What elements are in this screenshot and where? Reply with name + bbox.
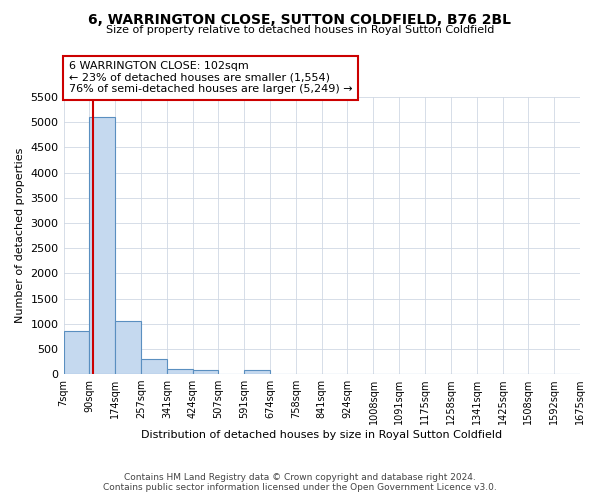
Text: 6 WARRINGTON CLOSE: 102sqm
← 23% of detached houses are smaller (1,554)
76% of s: 6 WARRINGTON CLOSE: 102sqm ← 23% of deta…	[69, 61, 352, 94]
Text: 6, WARRINGTON CLOSE, SUTTON COLDFIELD, B76 2BL: 6, WARRINGTON CLOSE, SUTTON COLDFIELD, B…	[89, 12, 511, 26]
Y-axis label: Number of detached properties: Number of detached properties	[15, 148, 25, 324]
Text: Size of property relative to detached houses in Royal Sutton Coldfield: Size of property relative to detached ho…	[106, 25, 494, 35]
X-axis label: Distribution of detached houses by size in Royal Sutton Coldfield: Distribution of detached houses by size …	[141, 430, 502, 440]
Bar	[244, 370, 270, 374]
Bar	[141, 359, 167, 374]
Bar	[89, 117, 115, 374]
Bar	[193, 370, 218, 374]
Bar	[167, 368, 193, 374]
Bar	[64, 332, 89, 374]
Bar	[115, 320, 141, 374]
Text: Contains HM Land Registry data © Crown copyright and database right 2024.
Contai: Contains HM Land Registry data © Crown c…	[103, 473, 497, 492]
